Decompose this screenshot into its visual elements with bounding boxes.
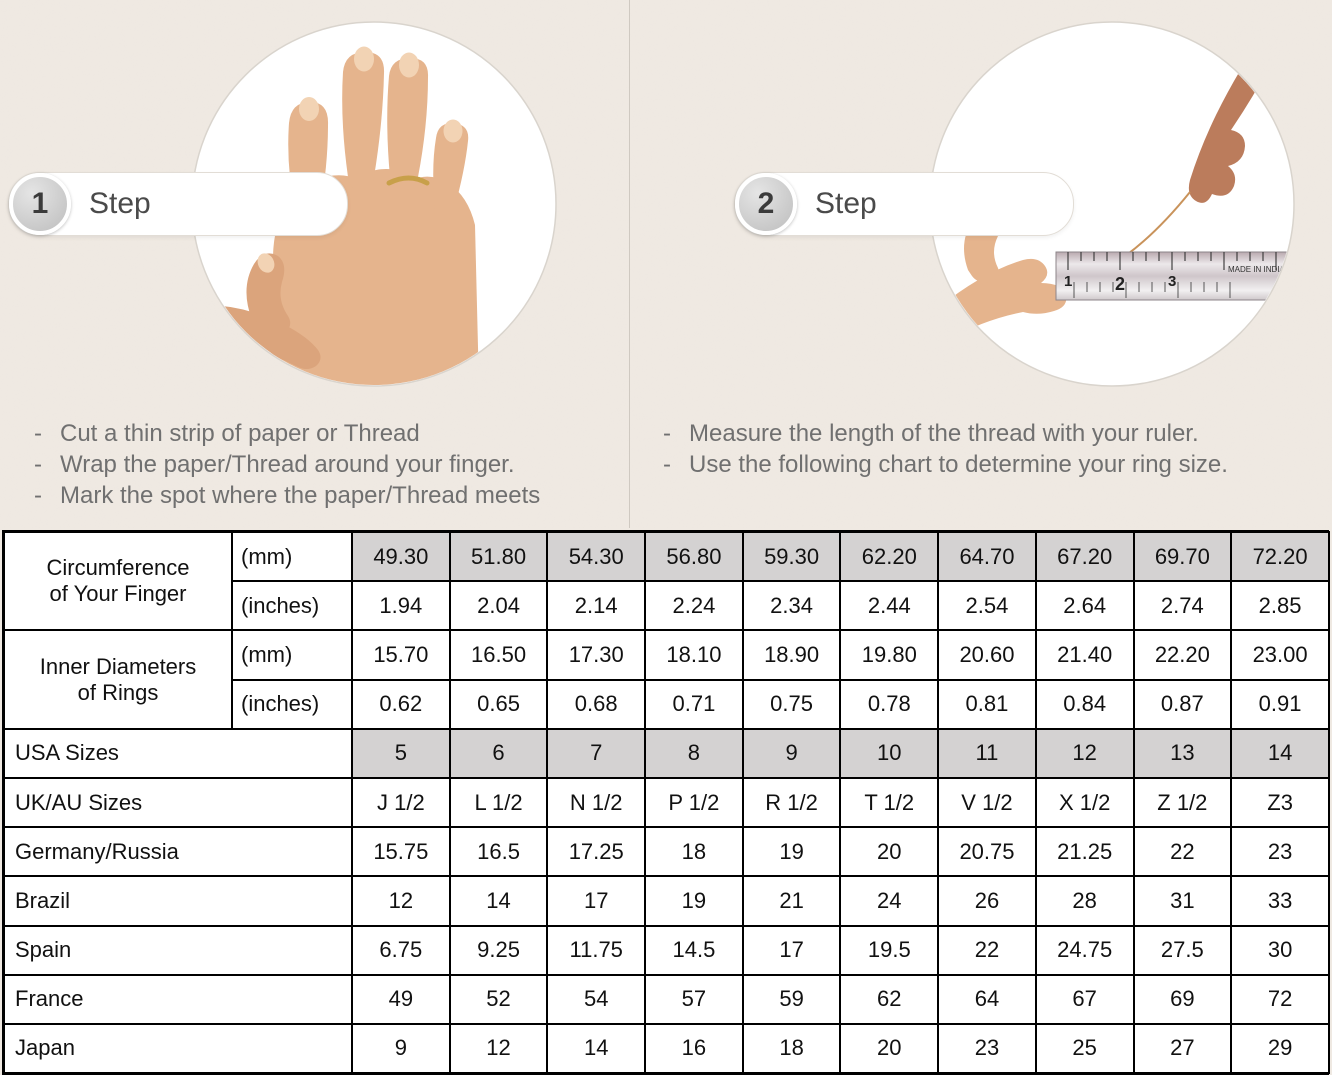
svg-text:MADE IN INDIA: MADE IN INDIA bbox=[1228, 265, 1286, 274]
svg-text:3: 3 bbox=[1168, 273, 1176, 290]
svg-text:2: 2 bbox=[1115, 274, 1125, 294]
svg-text:1: 1 bbox=[1064, 273, 1072, 290]
